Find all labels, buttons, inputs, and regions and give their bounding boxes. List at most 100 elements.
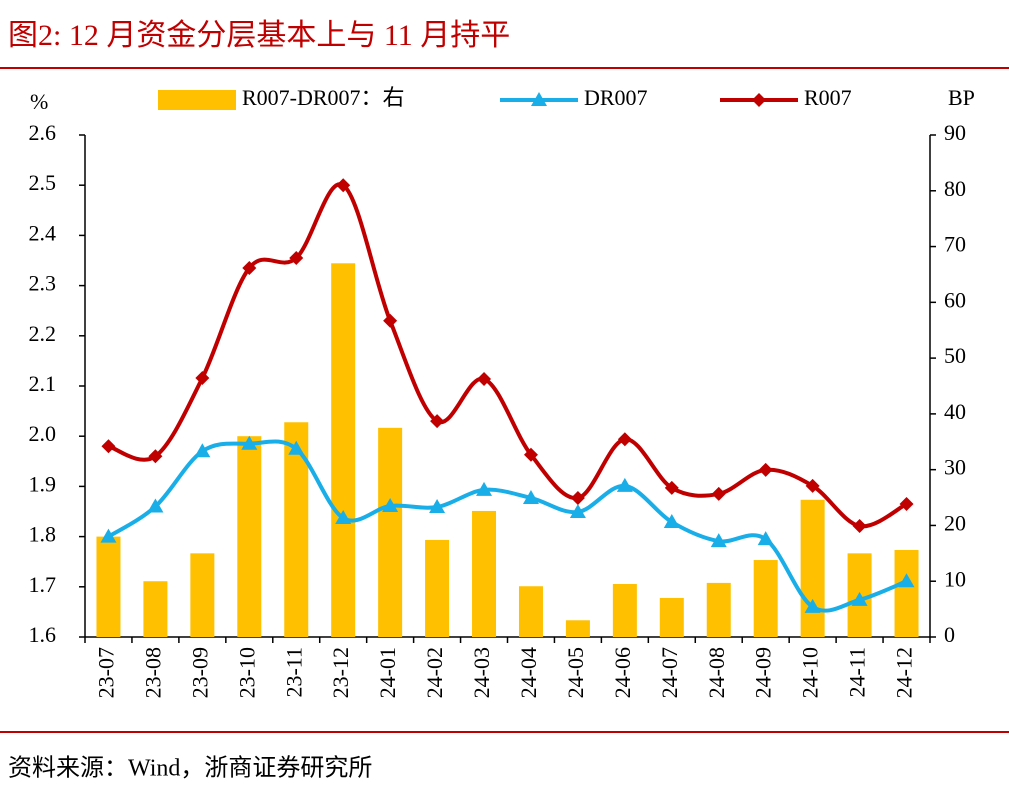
y2-tick-label: 80 — [944, 176, 966, 201]
marker — [710, 533, 727, 548]
x-tick-label: 24-10 — [798, 647, 823, 698]
x-tick-label: 24-08 — [704, 647, 729, 698]
x-tick-label: 24-01 — [375, 647, 400, 698]
x-tick-label: 23-12 — [328, 647, 353, 698]
y2-tick-label: 40 — [944, 399, 966, 424]
marker — [523, 447, 538, 462]
legend-label: R007 — [804, 85, 852, 110]
y-tick-label: 2.6 — [29, 120, 57, 145]
y-tick-label: 1.7 — [29, 572, 57, 597]
marker — [663, 514, 680, 529]
bar — [472, 510, 497, 637]
bar — [237, 436, 262, 637]
marker — [100, 528, 117, 543]
bar — [425, 539, 450, 637]
marker — [429, 498, 446, 513]
marker — [898, 573, 915, 588]
marker — [382, 497, 399, 512]
marker — [477, 371, 492, 386]
legend-label: R007-DR007：右 — [242, 85, 405, 110]
marker — [899, 496, 914, 511]
marker — [383, 313, 398, 328]
marker — [289, 250, 304, 265]
marker — [335, 510, 352, 525]
x-tick-label: 23-11 — [281, 647, 306, 698]
x-tick-label: 23-07 — [94, 647, 119, 698]
bar — [518, 586, 543, 637]
marker — [522, 489, 539, 504]
marker — [664, 480, 679, 495]
marker — [711, 486, 726, 501]
bar — [706, 582, 731, 637]
marker — [569, 504, 586, 519]
x-tick-label: 23-10 — [234, 647, 259, 698]
x-tick-label: 23-09 — [187, 647, 212, 698]
bar — [612, 584, 637, 637]
marker — [194, 443, 211, 458]
marker — [430, 414, 445, 429]
y-tick-label: 2.1 — [29, 371, 57, 396]
marker — [195, 370, 210, 385]
marker — [851, 591, 868, 606]
x-tick-label: 24-04 — [516, 647, 541, 698]
x-tick-label: 24-02 — [422, 647, 447, 698]
y-axis-label: % — [30, 89, 48, 114]
y-tick-label: 2.0 — [29, 421, 57, 446]
source: 资料来源：Wind，浙商证券研究所 — [8, 755, 372, 782]
bar — [143, 581, 168, 637]
x-tick-label: 24-06 — [610, 647, 635, 698]
x-tick-label: 24-07 — [657, 647, 682, 698]
line — [107, 182, 908, 529]
y2-tick-label: 10 — [944, 566, 966, 591]
y2-tick-label: 60 — [944, 287, 966, 312]
marker — [616, 477, 633, 492]
x-tick-label: 24-03 — [469, 647, 494, 698]
y-tick-label: 1.6 — [29, 622, 57, 647]
bar — [331, 263, 356, 637]
bar — [190, 553, 215, 637]
bar — [753, 560, 778, 637]
x-tick-label: 24-09 — [751, 647, 776, 698]
bar — [565, 620, 590, 637]
bar — [659, 597, 684, 637]
line — [107, 439, 908, 613]
y-tick-label: 2.3 — [29, 271, 57, 296]
marker — [617, 432, 632, 447]
marker — [242, 261, 257, 276]
y2-tick-label: 30 — [944, 455, 966, 480]
marker — [101, 439, 116, 454]
y2-axis-label: BP — [948, 85, 975, 110]
marker — [476, 481, 493, 496]
bar — [96, 536, 121, 637]
legend-swatch — [158, 90, 236, 110]
chart-title: 图2: 12 月资金分层基本上与 11 月持平 — [8, 19, 510, 52]
y2-tick-label: 70 — [944, 232, 966, 257]
y2-tick-label: 90 — [944, 120, 966, 145]
marker — [570, 490, 585, 505]
bar — [800, 499, 825, 637]
marker — [147, 498, 164, 513]
legend-marker — [752, 93, 766, 107]
marker — [148, 449, 163, 464]
marker — [758, 462, 773, 477]
marker — [336, 178, 351, 193]
legend-marker — [531, 92, 547, 106]
marker — [241, 435, 258, 450]
bar — [894, 549, 919, 637]
y2-tick-label: 50 — [944, 343, 966, 368]
y-tick-label: 1.8 — [29, 522, 57, 547]
x-tick-label: 23-08 — [140, 647, 165, 698]
y-tick-label: 2.4 — [29, 220, 57, 245]
marker — [805, 478, 820, 493]
marker — [288, 440, 305, 455]
y2-tick-label: 0 — [944, 622, 955, 647]
y-tick-label: 2.2 — [29, 321, 57, 346]
y-tick-label: 2.5 — [29, 170, 57, 195]
marker — [757, 531, 774, 546]
x-tick-label: 24-05 — [563, 647, 588, 698]
legend-label: DR007 — [584, 85, 648, 110]
x-tick-label: 24-11 — [845, 647, 870, 698]
x-tick-label: 24-12 — [892, 647, 917, 698]
y2-tick-label: 20 — [944, 510, 966, 535]
